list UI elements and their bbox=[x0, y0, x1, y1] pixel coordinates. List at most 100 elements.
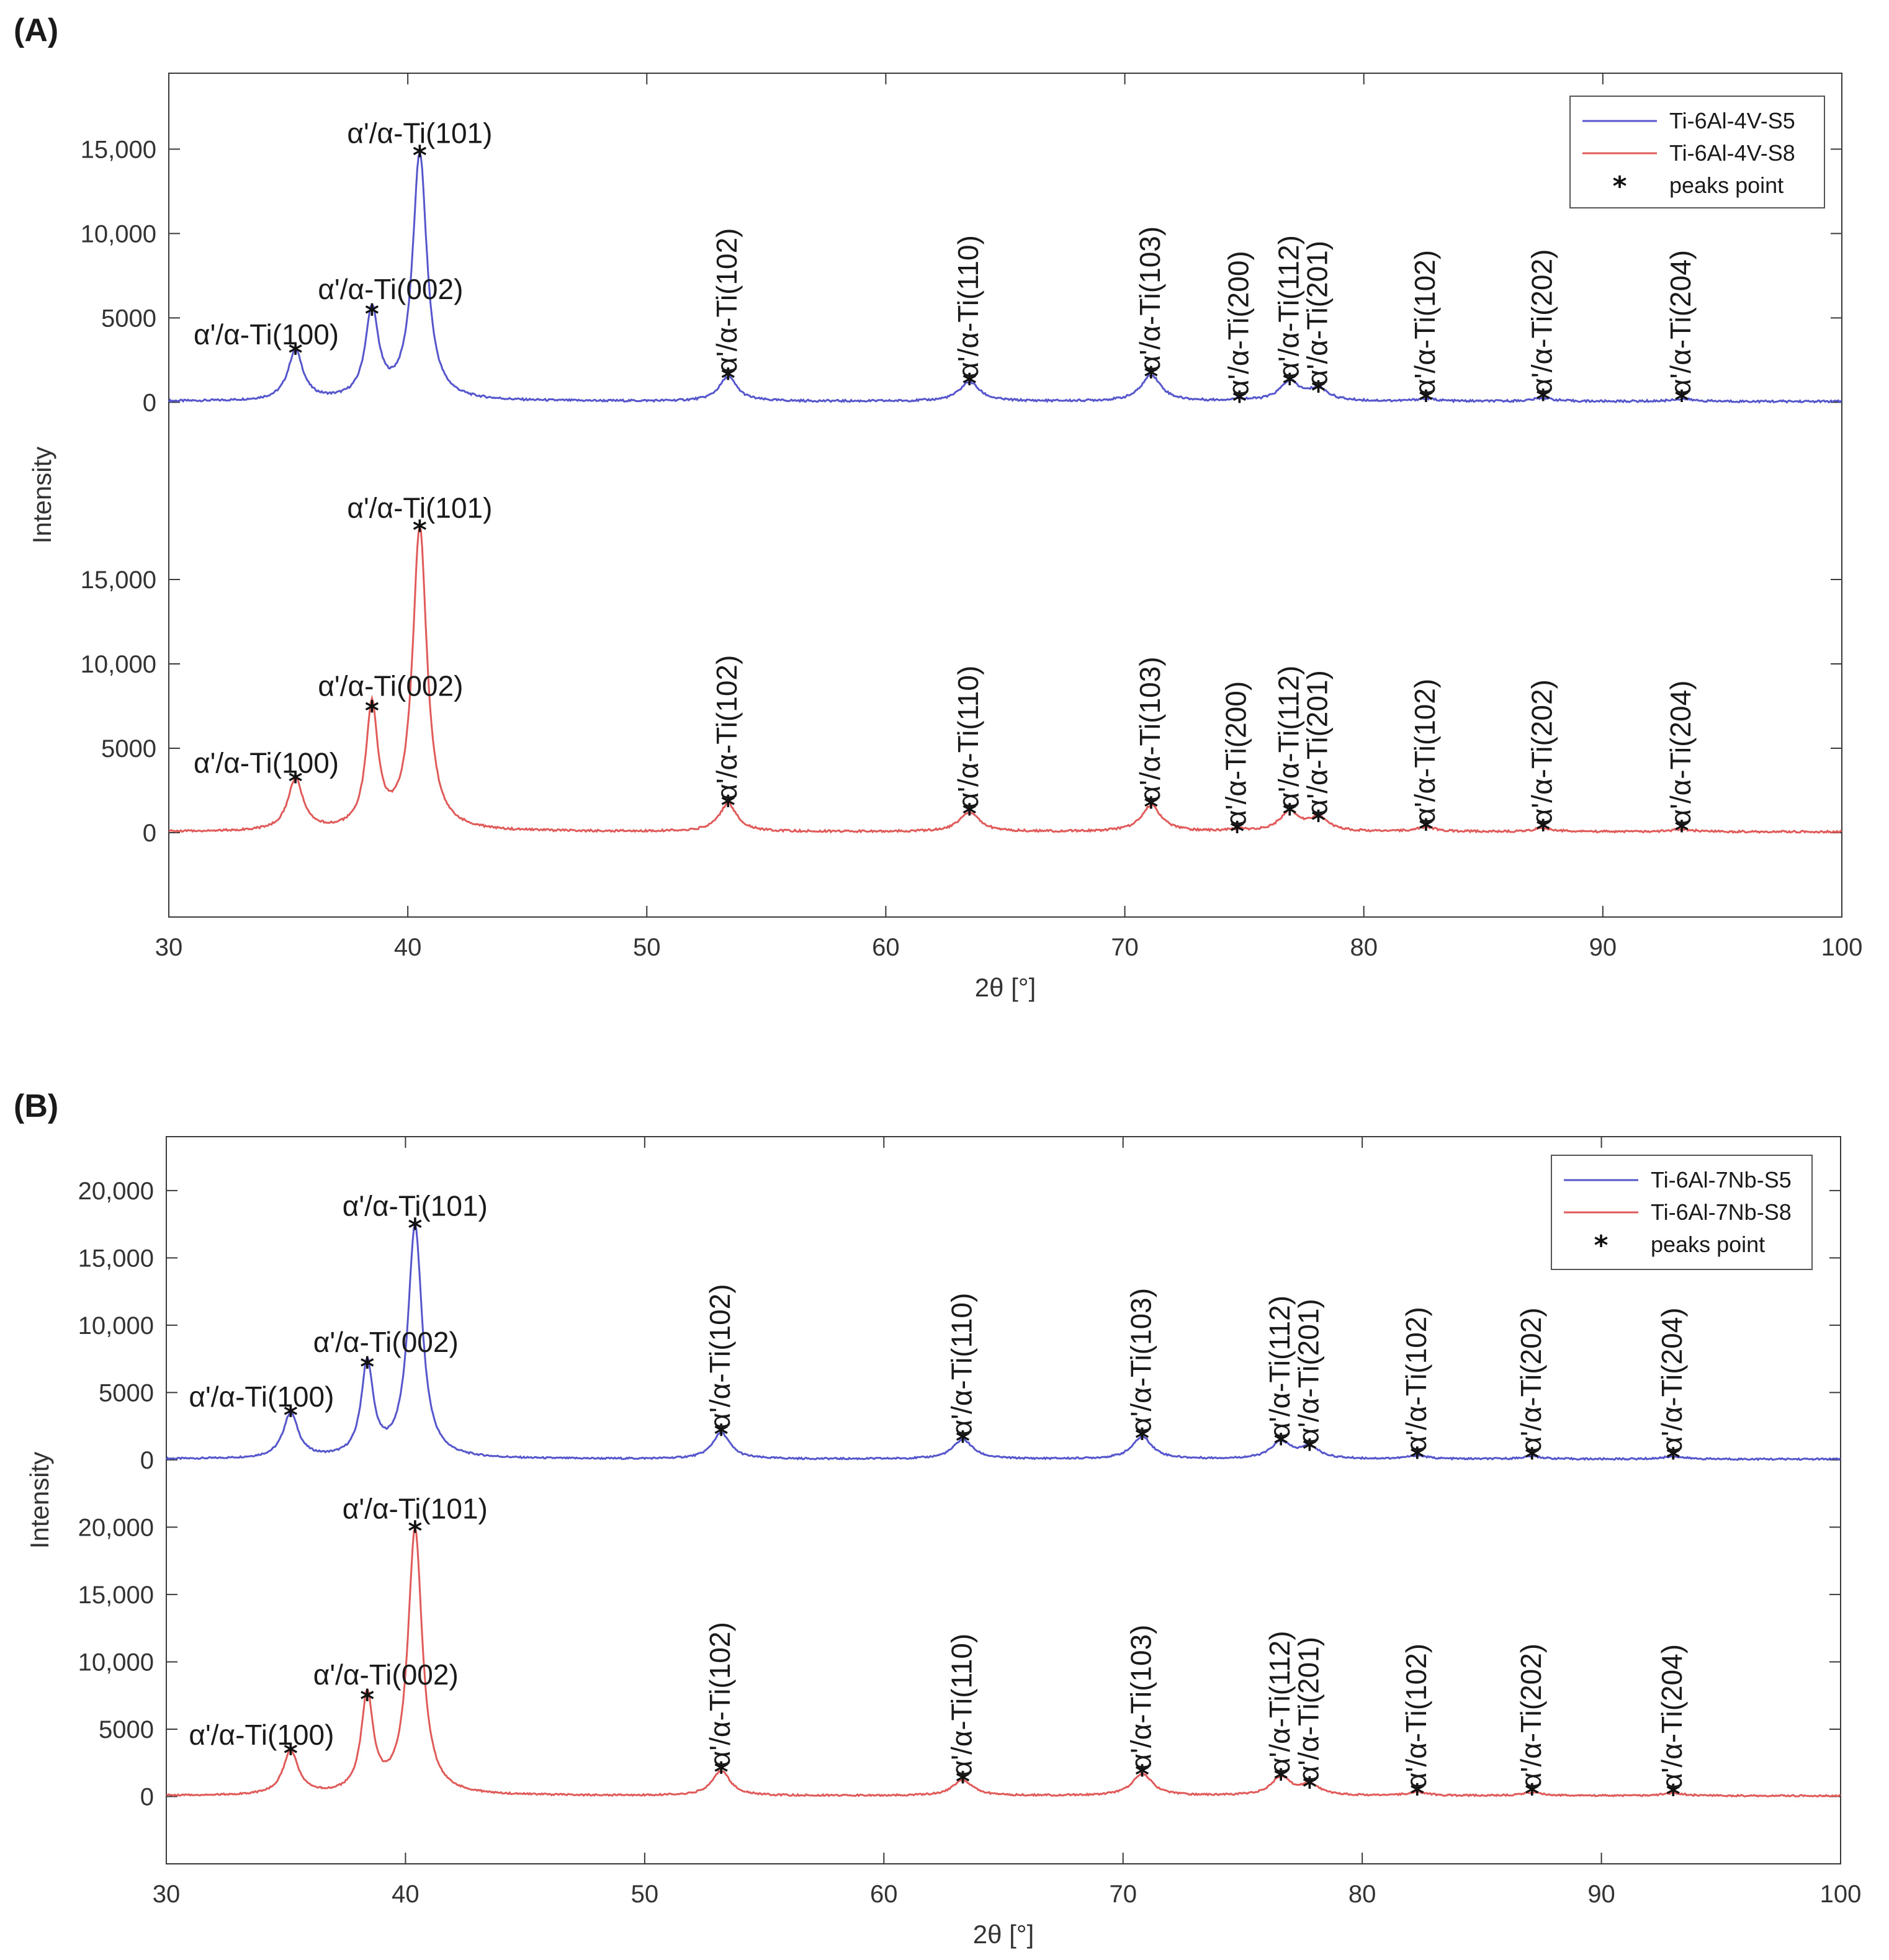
peak-marker: * bbox=[1666, 1442, 1680, 1474]
peak-label: α'/α-Ti(101) bbox=[347, 117, 492, 150]
peak-label: α'/α-Ti(100) bbox=[189, 1719, 334, 1751]
peak-label: α'/α-Ti(002) bbox=[318, 273, 463, 305]
x-tick-label: 30 bbox=[155, 934, 183, 961]
peak-marker: * bbox=[1274, 1428, 1288, 1460]
peak-label: α'/α-Ti(201) bbox=[1292, 1299, 1324, 1444]
peak-marker: * bbox=[721, 363, 735, 395]
y-tick-label: 15,000 bbox=[78, 1582, 154, 1609]
peak-label: α'/α-Ti(103) bbox=[1125, 1625, 1157, 1770]
peak-label: α'/α-Ti(002) bbox=[313, 1326, 459, 1358]
legend-entry: Ti-6Al-7Nb-S8 bbox=[1651, 1199, 1792, 1225]
y-tick-label: 10,000 bbox=[78, 1312, 154, 1340]
x-tick-label: 80 bbox=[1350, 934, 1378, 961]
series-line-ti-6al-7nb-s5 bbox=[165, 1224, 1841, 1462]
peak-label: α'/α-Ti(204) bbox=[1656, 1644, 1688, 1789]
peak-marker: * bbox=[1144, 791, 1158, 823]
peak-marker: * bbox=[1525, 1778, 1539, 1810]
peak-marker: * bbox=[1311, 375, 1326, 407]
panel-a-plot: 30 40 50 60 70 80 90 100 0 5000 10,000 15,000 0 5000 1… bbox=[27, 73, 1862, 1002]
peak-marker: * bbox=[714, 1418, 729, 1450]
legend-entry: Ti-6Al-4V-S5 bbox=[1669, 108, 1795, 133]
peak-marker: * bbox=[956, 1766, 970, 1797]
peak-marker: * bbox=[1135, 1423, 1149, 1454]
x-tick-label: 70 bbox=[1111, 934, 1139, 961]
peak-label: α'/α-Ti(202) bbox=[1515, 1307, 1547, 1452]
peak-marker: * bbox=[360, 1684, 374, 1716]
peak-label: α'/α-Ti(100) bbox=[194, 747, 339, 779]
peak-marker: * bbox=[1311, 805, 1326, 836]
y-tick-label: 15,000 bbox=[81, 566, 156, 594]
panel-a-label: (A) bbox=[14, 12, 58, 48]
peak-label: α'/α-Ti(102) bbox=[1400, 1644, 1432, 1789]
peak-label: α'/α-Ti(201) bbox=[1301, 241, 1334, 386]
peak-label: α'/α-Ti(112) bbox=[1263, 1631, 1296, 1774]
peak-label: α'/α-Ti(110) bbox=[952, 235, 984, 378]
peak-marker: * bbox=[956, 1425, 970, 1457]
y-axis-title: Intensity bbox=[25, 1452, 54, 1549]
legend-swatch-marker: * bbox=[1612, 171, 1627, 202]
peak-label: α'/α-Ti(110) bbox=[952, 666, 984, 809]
peak-marker: * bbox=[289, 338, 303, 369]
x-tick-label: 50 bbox=[631, 1881, 659, 1908]
peak-label: α'/α-Ti(112) bbox=[1272, 235, 1304, 378]
panel-a: (A) 30 40 50 60 70 80 90 100 0 5000 10,000 15,000 0 5… bbox=[14, 12, 1862, 1002]
y-tick-label: 20,000 bbox=[78, 1178, 154, 1205]
x-tick-label: 60 bbox=[872, 934, 900, 961]
peak-label: α'/α-Ti(202) bbox=[1526, 679, 1558, 825]
peak-marker: * bbox=[962, 798, 977, 830]
plot-frame bbox=[168, 73, 1842, 918]
peak-label: α'/α-Ti(204) bbox=[1664, 250, 1697, 395]
peak-marker: * bbox=[1674, 815, 1689, 847]
panel-b-plot: 30 40 50 60 70 80 90 100 0 5000 10,000 15,000 20,000… bbox=[25, 1136, 1861, 1949]
peak-marker: * bbox=[1419, 385, 1433, 416]
peak-marker: * bbox=[721, 790, 735, 821]
peak-marker: * bbox=[1135, 1760, 1149, 1791]
peak-marker: * bbox=[284, 1400, 298, 1431]
peak-label: α'/α-Ti(204) bbox=[1656, 1307, 1688, 1452]
y-tick-label: 0 bbox=[140, 1447, 154, 1474]
peak-marker: * bbox=[413, 140, 427, 172]
peak-marker: * bbox=[1536, 384, 1550, 416]
peak-label: α'/α-Ti(102) bbox=[704, 1284, 736, 1429]
legend-swatch-marker: * bbox=[1594, 1230, 1608, 1261]
plot-frame bbox=[166, 1136, 1841, 1864]
legend-entry: peaks point bbox=[1651, 1232, 1765, 1257]
peak-marker: * bbox=[1283, 368, 1297, 400]
y-tick-label: 0 bbox=[140, 1783, 154, 1810]
x-axis-title: 2θ [°] bbox=[975, 973, 1036, 1002]
peak-label: α'/α-Ti(202) bbox=[1515, 1644, 1547, 1789]
peak-label: α'/α-Ti(103) bbox=[1134, 656, 1166, 802]
x-tick-label: 30 bbox=[153, 1881, 181, 1908]
peak-label: α'/α-Ti(102) bbox=[711, 655, 743, 800]
peak-marker: * bbox=[1410, 1441, 1424, 1473]
peak-label: α'/α-Ti(202) bbox=[1526, 249, 1558, 395]
peak-marker: * bbox=[365, 298, 379, 330]
peak-label: α'/α-Ti(102) bbox=[1409, 250, 1441, 395]
peak-label: α'/α-Ti(112) bbox=[1272, 666, 1304, 809]
x-tick-label: 40 bbox=[394, 934, 422, 961]
x-tick-label: 60 bbox=[870, 1881, 898, 1908]
x-axis-title: 2θ [°] bbox=[973, 1920, 1034, 1949]
x-tick-label: 50 bbox=[633, 934, 661, 961]
x-tick-label: 90 bbox=[1587, 1881, 1615, 1908]
peak-marker: * bbox=[1230, 816, 1244, 848]
series-line-ti-6al-4v-s8 bbox=[169, 526, 1842, 835]
y-tick-label: 5000 bbox=[101, 305, 156, 332]
peak-marker: * bbox=[1303, 1433, 1317, 1465]
panel-b-label: (B) bbox=[14, 1088, 58, 1124]
peak-marker: * bbox=[1674, 385, 1689, 416]
y-tick-label: 15,000 bbox=[78, 1245, 154, 1272]
y-tick-label: 0 bbox=[143, 389, 156, 416]
peak-label: α'/α-Ti(100) bbox=[194, 318, 339, 351]
peak-marker: * bbox=[1525, 1442, 1539, 1474]
y-axis-title: Intensity bbox=[27, 447, 56, 544]
legend: Ti-6Al-4V-S5 Ti-6Al-4V-S8 * peaks point bbox=[1569, 96, 1825, 208]
x-tick-label: 90 bbox=[1589, 934, 1617, 961]
x-tick-label: 80 bbox=[1348, 1881, 1376, 1908]
peak-marker: * bbox=[1410, 1778, 1424, 1810]
peak-label: α'/α-Ti(002) bbox=[313, 1658, 459, 1691]
peak-label: α'/α-Ti(110) bbox=[945, 1634, 977, 1777]
y-tick-label: 5000 bbox=[99, 1379, 154, 1407]
